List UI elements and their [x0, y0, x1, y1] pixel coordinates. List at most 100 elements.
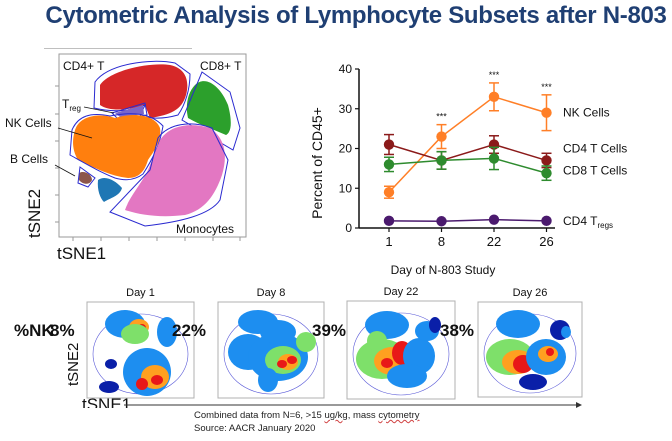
density-blob [136, 378, 148, 390]
density-panel-1: Day 1 8% [50, 287, 195, 399]
density-blob [381, 358, 393, 368]
nk-arrow [57, 127, 93, 139]
chart-legend: NK Cells CD4 T Cells CD8 T Cells CD4 Tregs [563, 106, 627, 230]
panel-nk-percent: 39% [312, 321, 346, 340]
series-line [388, 95, 547, 193]
footnote-line-2: Source: AACR January 2020 [194, 423, 316, 434]
gate-treg [111, 102, 148, 120]
series-line [388, 157, 547, 174]
series-cd4-tregs [383, 214, 552, 227]
density-blob [157, 317, 177, 347]
row-label-nk: %NK [14, 321, 54, 340]
series-line [388, 143, 547, 162]
y-tick-label: 30 [339, 102, 353, 116]
tsne-overview-plot: CD4+ T CD8+ T Treg NK Cells B Cells Mono… [5, 53, 247, 263]
data-point [488, 91, 500, 103]
data-point [383, 187, 395, 198]
tsne-ylabel: tSNE2 [25, 189, 44, 238]
cluster-nk [73, 115, 161, 178]
density-blob [367, 331, 387, 351]
data-point [436, 131, 447, 142]
y-tick-label: 10 [339, 181, 353, 195]
b-cells-arrow [54, 164, 76, 177]
data-point [383, 159, 395, 170]
x-tick-label: 22 [487, 234, 501, 249]
density-blob [121, 324, 149, 344]
panel-day-label: Day 26 [513, 287, 548, 299]
label-b-cells: B Cells [10, 152, 48, 166]
density-blob [429, 317, 441, 333]
legend-label-cd4-t-cells: CD4 T Cells [563, 142, 627, 156]
cluster-monocytes [125, 125, 225, 217]
density-blob [546, 348, 554, 356]
density-blob [99, 381, 119, 393]
panel-nk-percent: 38% [440, 321, 474, 340]
label-treg: Treg [62, 97, 81, 113]
label-cd4-t: CD4+ T [63, 59, 105, 73]
cluster-cd4-t [100, 64, 188, 118]
significance-annotation: *** [436, 112, 447, 122]
data-point [541, 155, 552, 166]
panel-gate-outline [352, 312, 450, 396]
panel-day-label: Day 1 [126, 287, 155, 299]
density-blob [260, 320, 296, 344]
density-blob [287, 356, 297, 364]
cluster-cd8-t [186, 81, 231, 135]
data-point [383, 139, 395, 150]
density-xlabel: tSNE1 [82, 395, 131, 408]
density-blob [105, 359, 117, 369]
density-blob [296, 332, 316, 352]
density-blob [387, 364, 427, 388]
y-tick-label: 0 [345, 221, 352, 235]
treg-arrow [83, 106, 115, 114]
density-blob [151, 375, 163, 385]
data-point [383, 215, 395, 227]
data-point [488, 214, 500, 225]
density-panels: %NK Day 1 8% Day 8 22% Day 22 39% Day 26 38% tS… [14, 286, 583, 408]
chart-ylabel: Percent of CD45+ [309, 107, 325, 219]
series-line [388, 218, 547, 222]
data-point [541, 107, 552, 118]
data-point [436, 155, 447, 166]
tsne-xlabel: tSNE1 [57, 244, 106, 263]
cluster-other-blue [97, 177, 122, 202]
series-nk-cells [383, 82, 552, 199]
density-panel-2: Day 8 22% [172, 287, 325, 399]
footnote: Combined data from N=6, >15 ug/kg, mass … [194, 409, 420, 435]
legend-label-cd4-tregs: CD4 Tregs [563, 214, 613, 230]
density-blob [496, 310, 540, 338]
density-ylabel: tSNE2 [65, 343, 82, 386]
data-point [488, 153, 500, 164]
series-cd4-t-cells [383, 133, 552, 170]
footnote-line-1: Combined data from N=6, >15 ug/kg, mass … [194, 410, 420, 421]
y-tick-label: 40 [339, 62, 353, 76]
data-point [436, 216, 447, 227]
arrow-head-icon [576, 402, 582, 408]
panel-day-label: Day 22 [384, 286, 419, 298]
x-tick-label: 1 [385, 234, 392, 249]
density-blob [561, 326, 571, 338]
x-tick-label: 26 [539, 234, 553, 249]
series-cd8-t-cells [383, 146, 552, 182]
gate-monocytes [109, 123, 229, 227]
panel-nk-percent: 22% [172, 321, 206, 340]
panel-nk-percent: 8% [50, 321, 75, 340]
x-tick-label: 8 [438, 234, 445, 249]
density-blob [277, 360, 287, 368]
density-blob [519, 374, 547, 390]
label-cd8-t: CD8+ T [200, 59, 242, 73]
legend-label-nk-cells: NK Cells [563, 106, 610, 120]
significance-annotation: *** [489, 70, 500, 80]
label-monocytes: Monocytes [176, 222, 234, 236]
density-panel-3: Day 22 39% [312, 286, 456, 400]
panel-day-label: Day 8 [257, 287, 286, 299]
page-title: Cytometric Analysis of Lymphocyte Subset… [45, 2, 667, 29]
title-divider [44, 48, 192, 49]
density-blob [258, 368, 278, 392]
cluster-b-cells [79, 171, 92, 184]
data-point [541, 167, 552, 179]
legend-label-cd8-t-cells: CD8 T Cells [563, 163, 627, 177]
chart-series: *** *** *** [383, 70, 552, 227]
